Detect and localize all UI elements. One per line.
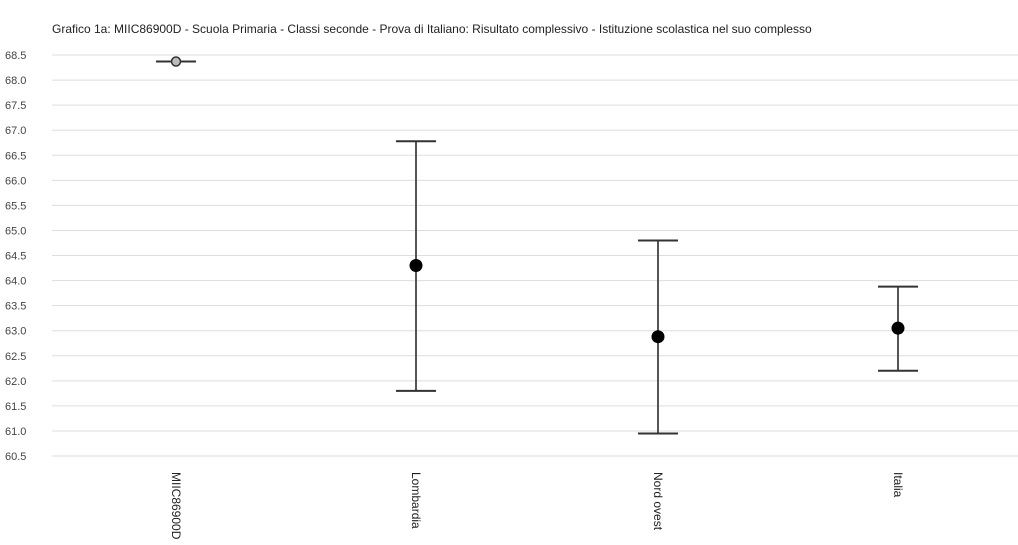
y-tick-label: 65.5: [5, 200, 26, 212]
y-tick-label: 62.5: [5, 351, 26, 363]
data-point: [651, 330, 665, 344]
y-tick-label: 67.5: [5, 100, 26, 112]
y-tick-label: 67.0: [5, 125, 26, 137]
data-point: [409, 259, 423, 273]
data-point: [891, 321, 905, 335]
y-tick-label: 64.5: [5, 251, 26, 263]
y-tick-label: 64.0: [5, 276, 26, 288]
x-tick-label: Nord ovest: [651, 472, 665, 531]
y-tick-label: 68.0: [5, 75, 26, 87]
data-point: [170, 56, 182, 67]
x-tick-label: Lombardia: [409, 472, 423, 529]
y-tick-label: 63.0: [5, 326, 26, 338]
y-tick-label: 65.0: [5, 225, 26, 237]
y-tick-label: 61.0: [5, 426, 26, 438]
y-tick-label: 68.5: [5, 50, 26, 62]
x-tick-label: MIIC86900D: [169, 472, 183, 540]
y-tick-label: 60.5: [5, 451, 26, 463]
y-tick-label: 66.5: [5, 150, 26, 162]
y-tick-label: 61.5: [5, 401, 26, 413]
chart-title: Grafico 1a: MIIC86900D - Scuola Primaria…: [52, 22, 812, 36]
y-tick-label: 62.0: [5, 376, 26, 388]
y-tick-label: 66.0: [5, 175, 26, 187]
y-tick-label: 63.5: [5, 301, 26, 313]
x-tick-label: Italia: [891, 472, 905, 498]
